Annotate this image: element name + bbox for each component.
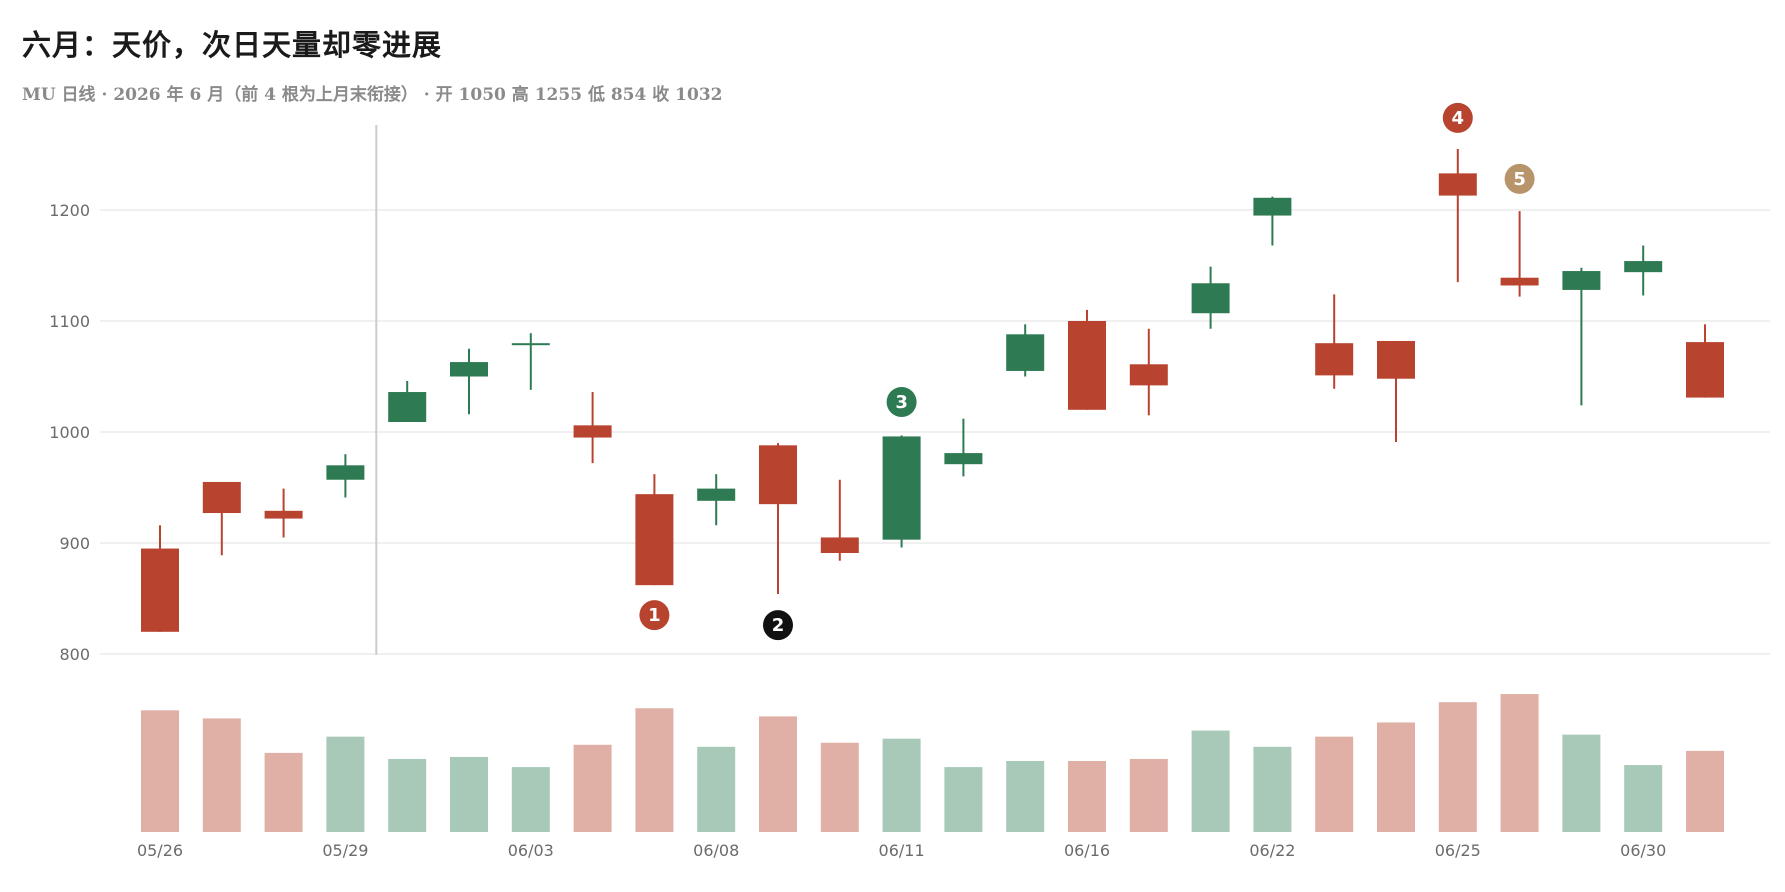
y-tick-label: 800 [59, 645, 90, 664]
marker-2-badge [763, 610, 793, 641]
marker-2-label: 2 [772, 615, 785, 636]
marker-3-label: 3 [895, 392, 908, 413]
x-tick-label: 05/29 [322, 841, 368, 860]
candle-up [388, 392, 427, 423]
candle-up [1562, 271, 1601, 290]
candle-down [264, 510, 303, 519]
volume-bar [1006, 761, 1045, 832]
volume-bar [1377, 722, 1415, 832]
marker-3-badge [886, 387, 917, 418]
marker-5-label: 5 [1513, 169, 1526, 190]
candle-down [759, 445, 797, 505]
volume-bar [450, 756, 488, 832]
volume-bar [1068, 761, 1106, 832]
candle-down [202, 481, 241, 514]
candle-up [1006, 334, 1045, 371]
x-tick-label: 06/11 [879, 841, 925, 860]
volume-bar [264, 752, 303, 832]
candle-down [1315, 343, 1354, 376]
marker-1-badge [639, 600, 670, 631]
volume-bar [511, 767, 550, 832]
chart-subtitle: MU 日线 · 2026 年 6 月（前 4 根为上月末衔接） · 开 1050… [22, 85, 723, 105]
candle-down [1686, 342, 1724, 398]
chart-title: 六月：天价，次日天量却零进展 [22, 28, 443, 62]
marker-4-label: 4 [1452, 108, 1465, 129]
volume-bar [1191, 730, 1230, 832]
candle-up [326, 465, 365, 480]
volume-bar [1686, 750, 1724, 832]
grid-layer [100, 125, 1770, 655]
volume-bar [697, 746, 736, 832]
candle-down [1068, 321, 1106, 410]
x-tick-label: 06/03 [508, 841, 554, 860]
candle-up [944, 453, 983, 465]
candle-up [882, 436, 921, 540]
candle-up [511, 343, 550, 346]
candle-down [1377, 340, 1415, 379]
y-tick-label: 1200 [49, 201, 90, 220]
volume-bar [388, 758, 427, 832]
x-tick-label: 06/30 [1620, 841, 1666, 860]
candle-down [573, 425, 612, 438]
x-tick-label: 05/26 [137, 841, 183, 860]
marker-5-badge [1504, 163, 1535, 194]
x-tick-label: 06/16 [1064, 841, 1110, 860]
x-tick-label: 06/08 [693, 841, 739, 860]
volume-bar [1315, 736, 1354, 832]
candle-down [1500, 277, 1539, 286]
volume-bar [326, 736, 365, 832]
y-tick-label: 1100 [49, 312, 90, 331]
volume-bar [1500, 694, 1539, 832]
volume-bar [1129, 758, 1168, 832]
candle-down [635, 494, 674, 586]
volume-bar [1438, 702, 1477, 832]
marker-1-label: 1 [648, 605, 661, 626]
volume-bar [1624, 765, 1663, 832]
y-tick-label: 1000 [49, 423, 90, 442]
volume-layer [141, 694, 1724, 832]
volume-bar [635, 708, 674, 832]
marker-layer: 1 2 3 4 5 [639, 102, 1535, 641]
candle-up [1253, 197, 1292, 216]
volume-bar [820, 742, 859, 832]
x-tick-label: 06/25 [1435, 841, 1481, 860]
volume-bar [759, 716, 797, 832]
candle-down [820, 537, 859, 553]
candle-up [1191, 283, 1230, 314]
volume-bar [882, 738, 921, 832]
candle-down [1438, 173, 1477, 196]
x-tick-label: 06/22 [1249, 841, 1295, 860]
candle-layer [141, 148, 1724, 632]
volume-bar [202, 718, 241, 832]
volume-bar [1253, 746, 1292, 832]
candle-down [1129, 364, 1168, 386]
candle-up [697, 488, 736, 501]
candle-down [141, 548, 179, 632]
marker-4-badge [1442, 102, 1473, 133]
volume-bar [944, 767, 983, 832]
volume-bar [141, 710, 179, 832]
volume-bar [1562, 734, 1601, 832]
axis-layer: 800 900 1000 1100 1200 05/26 05/29 06/03 06/08 06… [49, 201, 1666, 860]
y-tick-label: 900 [59, 534, 90, 553]
candle-up [1624, 261, 1663, 273]
candle-up [450, 362, 488, 377]
volume-bar [573, 744, 612, 832]
